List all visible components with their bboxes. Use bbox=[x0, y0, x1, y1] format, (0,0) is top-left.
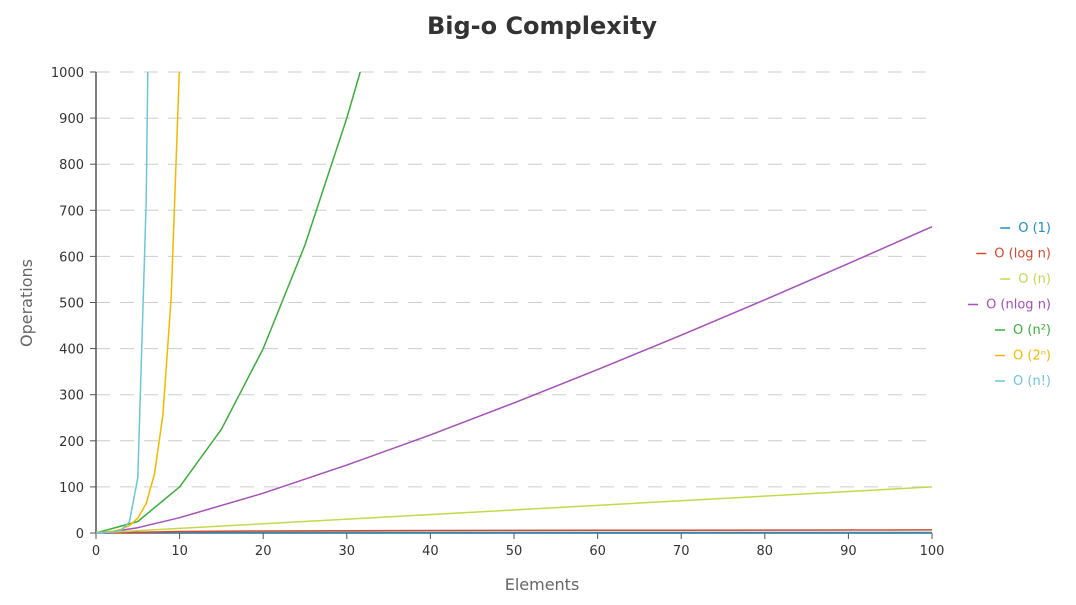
x-tick-label: 100 bbox=[920, 544, 945, 559]
legend-label-o-2: O (2ⁿ) bbox=[1013, 349, 1051, 364]
y-tick-label: 600 bbox=[59, 250, 84, 265]
legend-label-o-n: O (n²) bbox=[1013, 323, 1051, 338]
x-tick-label: 40 bbox=[422, 544, 439, 559]
grid-lines bbox=[96, 71, 932, 488]
y-tick-label: 400 bbox=[59, 343, 84, 358]
series-line-o-n bbox=[95, 71, 361, 534]
x-tick-label: 50 bbox=[506, 544, 523, 559]
y-tick-label: 800 bbox=[59, 158, 84, 173]
series-line-o-n bbox=[95, 486, 933, 534]
y-tick-label: 500 bbox=[59, 297, 84, 312]
legend-label-o-n: O (n!) bbox=[1013, 374, 1051, 389]
legend-label-o-1: O (1) bbox=[1018, 221, 1051, 236]
x-axis-title: Elements bbox=[505, 575, 580, 594]
x-tick-label: 80 bbox=[757, 544, 774, 559]
legend-label-o-n: O (n) bbox=[1018, 272, 1051, 287]
x-tick-label: 20 bbox=[255, 544, 272, 559]
series-line-o-n bbox=[96, 71, 149, 534]
y-tick-label: 100 bbox=[59, 481, 84, 496]
y-tick-label: 900 bbox=[59, 112, 84, 127]
x-tick-label: 70 bbox=[673, 544, 690, 559]
y-tick-label: 1000 bbox=[51, 66, 84, 81]
y-axis-ticks: 0 100 200 300 400 500 600 700 800 900 1000 bbox=[51, 66, 96, 542]
x-tick-label: 10 bbox=[171, 544, 188, 559]
y-tick-label: 700 bbox=[59, 204, 84, 219]
series-line-o-nlog-n bbox=[104, 226, 933, 534]
y-tick-label: 0 bbox=[76, 527, 84, 542]
legend-label-o-log-n: O (log n) bbox=[994, 247, 1051, 262]
x-axis-ticks: 0 10 20 30 40 50 60 70 80 90 100 bbox=[92, 533, 945, 559]
x-tick-label: 0 bbox=[92, 544, 100, 559]
legend-label-o-nlog-n: O (nlog n) bbox=[986, 298, 1051, 313]
y-axis-title: Operations bbox=[17, 259, 36, 347]
y-tick-label: 300 bbox=[59, 389, 84, 404]
x-tick-label: 60 bbox=[589, 544, 606, 559]
x-tick-label: 30 bbox=[339, 544, 356, 559]
y-tick-label: 200 bbox=[59, 435, 84, 450]
plot-area bbox=[95, 71, 933, 534]
x-tick-label: 90 bbox=[840, 544, 857, 559]
legend: O (1) O (log n) O (n) O (nlog n) O (n²) O (2ⁿ… bbox=[968, 221, 1051, 389]
series-line-o-log-n bbox=[104, 529, 933, 534]
chart-title: Big-o Complexity bbox=[427, 12, 657, 40]
